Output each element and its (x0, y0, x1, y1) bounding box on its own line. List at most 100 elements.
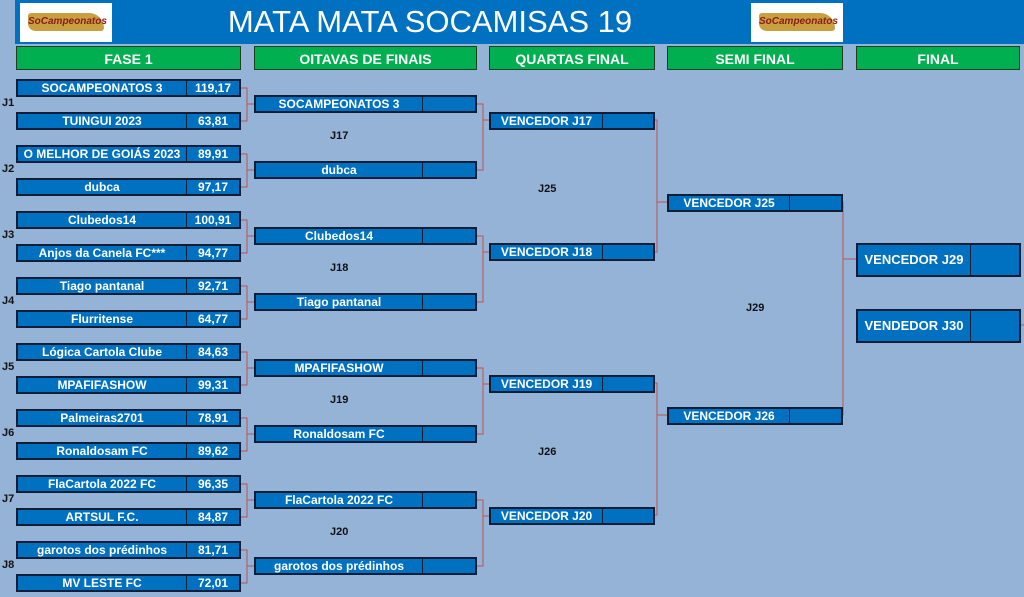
team-name: Ronaldosam FC (293, 427, 385, 441)
score (970, 311, 1019, 341)
team-row: ARTSUL F.C. 84,87 (16, 508, 241, 526)
team-name: FlaCartola 2022 FC (284, 493, 394, 507)
match-label: J3 (2, 229, 15, 241)
score: 63,81 (186, 114, 239, 128)
team-name: FlaCartola 2022 FC (47, 477, 157, 491)
score: 97,17 (186, 180, 239, 194)
team-row: dubca 97,17 (16, 178, 241, 196)
team-row: MPAFIFASHOW 99,31 (16, 376, 241, 394)
phase-fase1: FASE 1 (16, 46, 241, 70)
oitavas-row: MPAFIFASHOW (254, 359, 477, 377)
score (422, 559, 475, 573)
match-label: J2 (2, 163, 15, 175)
score (422, 163, 475, 177)
match-label: J25 (538, 183, 557, 195)
team-name: VENCEDOR J20 (500, 509, 593, 523)
score (422, 361, 475, 375)
team-name: Clubedos14 (67, 213, 136, 227)
score (422, 493, 475, 507)
match-label: J18 (330, 262, 349, 274)
team-row: Flurritense 64,77 (16, 310, 241, 328)
match-label: J26 (538, 446, 557, 458)
header-bar (15, 0, 1024, 44)
logo-image: SoCampeonatos (759, 13, 838, 31)
connector-line (477, 103, 484, 171)
team-name: garotos dos prédinhos (273, 559, 404, 573)
score: 84,63 (186, 345, 239, 359)
team-name: VENCEDOR J19 (500, 377, 593, 391)
team-name: VENCEDOR J17 (500, 114, 593, 128)
score: 84,87 (186, 510, 239, 524)
match-label: J7 (2, 493, 15, 505)
team-name: Tiago pantanal (296, 295, 382, 309)
score (602, 377, 653, 391)
team-name: Tiago pantanal (59, 279, 145, 293)
match-label: J19 (330, 394, 349, 406)
score (602, 114, 653, 128)
logo-image: SoCampeonatos (28, 13, 107, 31)
score (422, 295, 475, 309)
team-name: O MELHOR DE GOIÁS 2023 (23, 147, 181, 161)
connector-line (241, 285, 248, 320)
connector-line (477, 235, 484, 303)
connector-line (241, 153, 248, 188)
connector-line (651, 119, 658, 253)
page-title: MATA MATA SOCAMISAS 19 (227, 4, 633, 39)
team-row: SOCAMPEONATOS 3 119,17 (16, 79, 241, 97)
score (602, 245, 653, 259)
team-name: VENCEDOR J29 (864, 252, 964, 267)
connector-line (651, 382, 658, 516)
score (422, 229, 475, 243)
phase-quartas: QUARTAS FINAL (489, 46, 655, 70)
oitavas-row: dubca (254, 161, 477, 179)
team-row: MV LESTE FC 72,01 (16, 574, 241, 592)
score: 81,71 (186, 543, 239, 557)
team-name: SOCAMPEONATOS 3 (278, 97, 400, 111)
team-name: garotos dos prédinhos (36, 543, 167, 557)
score: 89,91 (186, 147, 239, 161)
team-row: FlaCartola 2022 FC 96,35 (16, 475, 241, 493)
team-name: VENCEDOR J25 (683, 196, 775, 210)
team-row: Ronaldosam FC 89,62 (16, 442, 241, 460)
score: 96,35 (186, 477, 239, 491)
team-name: MPAFIFASHOW (294, 361, 384, 375)
connector-line (241, 219, 248, 254)
score: 64,77 (186, 312, 239, 326)
semi-row: VENCEDOR J26 (667, 407, 843, 425)
score: 100,91 (186, 213, 239, 227)
team-row: Clubedos14 100,91 (16, 211, 241, 229)
score (602, 509, 653, 523)
score: 92,71 (186, 279, 239, 293)
connector-line (241, 351, 248, 386)
oitavas-row: SOCAMPEONATOS 3 (254, 95, 477, 113)
score: 89,62 (186, 444, 239, 458)
match-label: J1 (2, 97, 15, 109)
score: 72,01 (186, 576, 239, 590)
connector-line (241, 417, 248, 452)
team-row: TUINGUI 2023 63,81 (16, 112, 241, 130)
match-label: J17 (330, 130, 349, 142)
logo-right: SoCampeonatos (751, 3, 843, 42)
phase-final: FINAL (856, 46, 1020, 70)
connector-line (477, 499, 484, 567)
team-name: dubca (321, 163, 357, 177)
connector-line (241, 483, 248, 518)
score: 119,17 (186, 81, 239, 95)
score: 94,77 (186, 246, 239, 260)
team-name: MV LESTE FC (62, 576, 142, 590)
team-name: MPAFIFASHOW (57, 378, 147, 392)
quartas-row: VENCEDOR J18 (489, 243, 655, 261)
oitavas-row: garotos dos prédinhos (254, 557, 477, 575)
connector-line (241, 549, 248, 584)
team-name: Ronaldosam FC (56, 444, 148, 458)
team-name: dubca (84, 180, 120, 194)
score (789, 196, 841, 210)
connector-line (837, 201, 844, 416)
team-row: O MELHOR DE GOIÁS 2023 89,91 (16, 145, 241, 163)
team-row: Lógica Cartola Clube 84,63 (16, 343, 241, 361)
phase-semi: SEMI FINAL (667, 46, 843, 70)
final-row: VENDEDOR J30 (856, 309, 1021, 343)
score (970, 245, 1019, 275)
team-name: Clubedos14 (304, 229, 373, 243)
team-name: Palmeiras2701 (60, 411, 144, 425)
